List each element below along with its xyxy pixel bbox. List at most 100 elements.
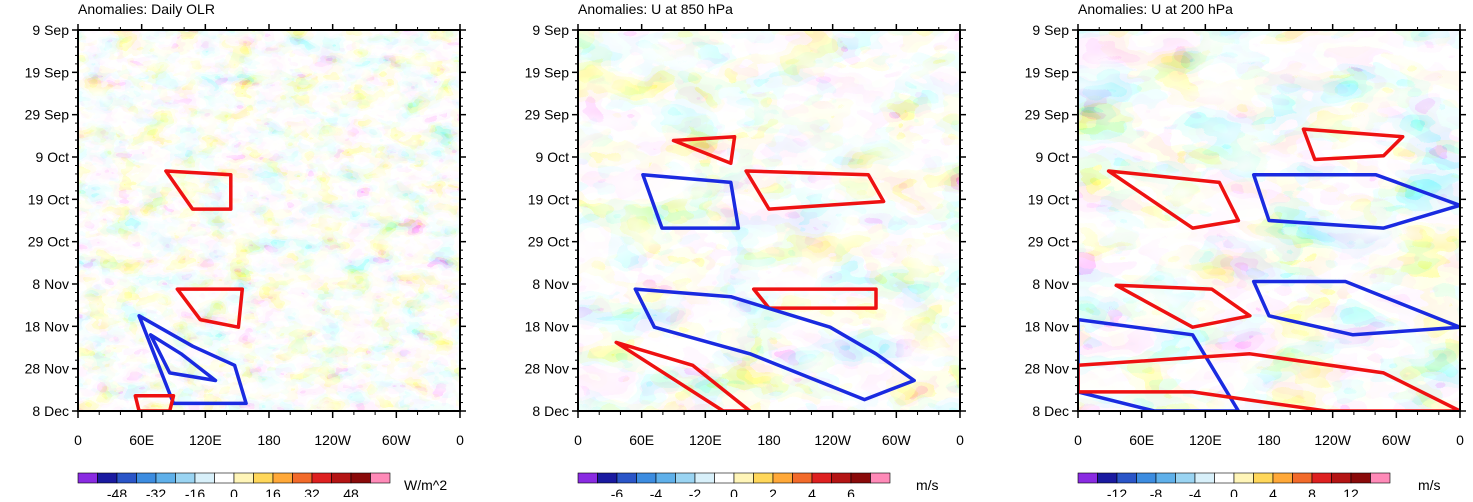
y-tick-label: 19 Oct [28, 191, 69, 207]
colorbar-segment [331, 472, 352, 484]
red-contour [744, 169, 886, 211]
blue-contour [641, 173, 741, 230]
panel-u200: Anomalies: U at 200 hPa 9 Sep 19 Sep 29 Se… [1025, 1, 1466, 502]
y-tick-label: 18 Nov [525, 318, 569, 334]
y-axis: 9 Sep 19 Sep 29 Sep 9 Oct 19 Oct 29 Oct 8 Nov 1… [525, 22, 966, 419]
y-tick-label: 19 Sep [1025, 64, 1070, 80]
x-tick-label: 120E [189, 432, 222, 448]
red-contour [751, 287, 878, 310]
y-tick-label: 9 Sep [532, 22, 569, 38]
colorbar-segment [1272, 472, 1293, 484]
heatmap-field [78, 30, 460, 411]
colorbar-segment [831, 472, 852, 484]
colorbar-segment [136, 472, 157, 484]
colorbar-segment [1331, 472, 1352, 484]
y-tick-label: 9 Sep [1032, 22, 1069, 38]
x-tick-label: 0 [956, 432, 964, 448]
contour-layer [133, 169, 248, 411]
y-tick-label: 9 Oct [536, 149, 570, 165]
colorbar-label: 12 [1343, 486, 1359, 497]
colorbar-segment [97, 472, 118, 484]
y-tick-label: 28 Nov [525, 361, 569, 377]
red-contour [1106, 169, 1241, 230]
y-tick-label: 8 Dec [32, 403, 69, 419]
colorbar-segment [311, 472, 332, 484]
x-axis: 0 60E 120E 180 120W 60W 0 [1074, 24, 1464, 448]
colorbar-label: 16 [265, 486, 281, 497]
colorbar-segment [597, 472, 618, 484]
colorbar-label: -4 [1189, 486, 1202, 497]
colorbar-segment [870, 472, 891, 484]
red-contour [1301, 127, 1405, 162]
colorbar-segment [77, 472, 98, 484]
colorbar-segment [577, 472, 598, 484]
colorbar-segment [1253, 472, 1274, 484]
colorbar-segment [233, 472, 254, 484]
colorbar-segment [714, 472, 735, 484]
blue-contour [148, 333, 218, 383]
colorbar-label: -48 [107, 486, 127, 497]
y-tick-label: 28 Nov [25, 361, 69, 377]
colorbar-segment [1233, 472, 1254, 484]
colorbar-label: 6 [847, 486, 855, 497]
colorbar-label: 0 [1230, 486, 1238, 497]
x-tick-label: 180 [757, 432, 781, 448]
x-tick-label: 60E [1129, 432, 1154, 448]
colorbar-segment [194, 472, 215, 484]
x-tick-label: 0 [456, 432, 464, 448]
y-tick-label: 29 Oct [28, 234, 69, 250]
colorbar-segment [1311, 472, 1332, 484]
y-axis: 9 Sep 19 Sep 29 Sep 9 Oct 19 Oct 29 Oct 8 Nov 1… [25, 22, 466, 419]
colorbar: -12 -8 -4 0 4 8 12 [1077, 472, 1391, 502]
y-tick-label: 29 Oct [1028, 234, 1069, 250]
colorbar-label: 0 [230, 486, 238, 497]
blue-contour [1251, 173, 1460, 230]
colorbar-segment [370, 472, 391, 484]
colorbar-segment [1370, 472, 1391, 484]
y-axis: 9 Sep 19 Sep 29 Sep 9 Oct 19 Oct 29 Oct 8 Nov 1… [1025, 22, 1466, 419]
panel-title: Anomalies: Daily OLR [78, 1, 215, 17]
y-tick-label: 18 Nov [25, 318, 69, 334]
red-contour [1114, 283, 1252, 329]
colorbar-segment [1194, 472, 1215, 484]
x-tick-label: 180 [1257, 432, 1281, 448]
x-tick-label: 120W [814, 432, 851, 448]
y-tick-label: 8 Dec [1032, 403, 1069, 419]
colorbar-segment [694, 472, 715, 484]
y-tick-label: 9 Oct [1036, 149, 1070, 165]
colorbar-segment [753, 472, 774, 484]
x-tick-label: 120W [314, 432, 351, 448]
colorbar-label: 8 [1308, 486, 1316, 497]
y-tick-label: 18 Nov [1025, 318, 1069, 334]
colorbar-label: -2 [689, 486, 702, 497]
colorbar-segment [675, 472, 696, 484]
colorbar-label: 4 [1269, 486, 1277, 497]
y-tick-label: 8 Nov [1032, 276, 1069, 292]
y-tick-label: 8 Nov [532, 276, 569, 292]
colorbar-label: -32 [146, 486, 166, 497]
colorbar-segment [1077, 472, 1098, 484]
y-tick-label: 19 Oct [1028, 191, 1069, 207]
colorbar-segment [1214, 472, 1235, 484]
colorbar-segment [175, 472, 196, 484]
y-tick-label: 29 Sep [1025, 107, 1070, 123]
x-axis: 0 60E 120E 180 120W 60W 0 [74, 24, 464, 448]
red-contour [1078, 352, 1460, 411]
contour-layer [1078, 127, 1460, 411]
colorbar-label: -4 [650, 486, 663, 497]
colorbar: -6 -4 -2 0 2 4 6 [577, 472, 891, 502]
y-tick-label: 28 Nov [1025, 361, 1069, 377]
colorbar-units: m/s [1418, 477, 1441, 493]
x-tick-label: 60W [382, 432, 412, 448]
colorbar-segment [636, 472, 657, 484]
x-axis: 0 60E 120E 180 120W 60W 0 [574, 24, 964, 448]
x-tick-label: 0 [1074, 432, 1082, 448]
colorbar-segment [272, 472, 293, 484]
blue-contour [1251, 279, 1460, 337]
colorbar-segment [1175, 472, 1196, 484]
x-tick-label: 60E [629, 432, 654, 448]
colorbar-segment [155, 472, 176, 484]
